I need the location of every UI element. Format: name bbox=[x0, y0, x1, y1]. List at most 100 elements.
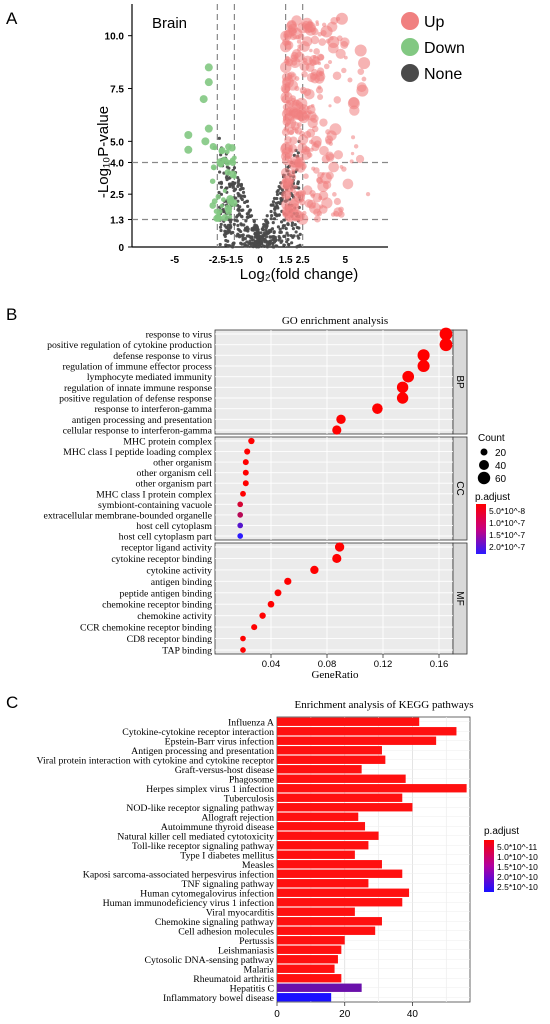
point-up bbox=[295, 190, 305, 200]
kegg-padj-legend: p.adjust 5.0*10^-11 1.0*10^-10 1.5*10^-1… bbox=[484, 826, 538, 892]
point-up bbox=[297, 22, 309, 34]
point-up bbox=[347, 97, 360, 110]
point-none bbox=[276, 225, 281, 229]
point-none bbox=[272, 196, 277, 201]
point-up bbox=[301, 70, 308, 78]
go-dot bbox=[242, 469, 249, 476]
point-down bbox=[201, 137, 210, 146]
point-down bbox=[210, 164, 217, 171]
point-up bbox=[325, 151, 335, 161]
point-up bbox=[321, 171, 325, 176]
point-none bbox=[290, 221, 295, 225]
point-none bbox=[234, 196, 238, 200]
go-term-label: lymphocyte mediated immunity bbox=[87, 372, 212, 383]
point-none bbox=[236, 208, 240, 212]
kegg-bar bbox=[277, 983, 362, 992]
go-padj-legend-title: p.adjust bbox=[475, 492, 510, 503]
point-none bbox=[277, 235, 281, 239]
point-up bbox=[338, 206, 344, 213]
kegg-category-label: Type I diabetes mellitus bbox=[180, 850, 274, 861]
point-none bbox=[251, 245, 255, 249]
point-none bbox=[232, 181, 236, 185]
point-up bbox=[285, 99, 290, 104]
point-none bbox=[277, 238, 281, 242]
go-dot bbox=[248, 437, 255, 445]
point-up bbox=[358, 57, 371, 70]
count-legend-40: 40 bbox=[495, 461, 507, 472]
point-up bbox=[318, 54, 325, 61]
point-up bbox=[307, 117, 318, 129]
legend-none-marker bbox=[401, 64, 419, 82]
kegg-bar bbox=[277, 841, 369, 850]
go-term-label: response to interferon-gamma bbox=[94, 404, 212, 415]
point-none bbox=[223, 234, 227, 239]
point-none bbox=[275, 205, 279, 209]
point-up bbox=[280, 167, 292, 178]
point-none bbox=[239, 194, 244, 198]
x-tick-label: 0 bbox=[257, 255, 263, 266]
point-none bbox=[239, 233, 243, 238]
point-up bbox=[309, 48, 313, 53]
x-tick-label: 2.5 bbox=[296, 255, 310, 266]
go-dot bbox=[439, 327, 453, 341]
point-none bbox=[218, 242, 222, 247]
point-up bbox=[343, 55, 348, 60]
point-none bbox=[256, 239, 260, 243]
kegg-category-label: Herpes simplex virus 1 infection bbox=[146, 784, 274, 795]
point-none bbox=[285, 231, 289, 235]
volcano-y-label: -Log₁₀P-value bbox=[95, 106, 112, 198]
kegg-title: Enrichment analysis of KEGG pathways bbox=[294, 699, 473, 711]
x-tick-label: 5 bbox=[343, 255, 349, 266]
point-none bbox=[269, 228, 273, 232]
point-up bbox=[319, 145, 329, 156]
point-up bbox=[335, 48, 346, 59]
kegg-bar bbox=[277, 793, 403, 802]
kegg-bar bbox=[277, 746, 382, 755]
kegg-bar bbox=[277, 803, 413, 812]
point-none bbox=[282, 224, 286, 228]
point-up bbox=[288, 28, 293, 33]
y-tick-label: 10.0 bbox=[105, 32, 125, 43]
point-up bbox=[342, 178, 354, 190]
point-up bbox=[353, 144, 359, 149]
go-dot bbox=[237, 522, 244, 529]
point-down bbox=[214, 213, 222, 221]
kegg-category-label: Influenza A bbox=[228, 717, 274, 728]
go-term-label: MHC class I peptide loading complex bbox=[63, 447, 212, 458]
legend-none-label: None bbox=[424, 66, 462, 83]
point-up bbox=[296, 39, 302, 44]
point-none bbox=[270, 203, 274, 207]
point-none bbox=[236, 223, 240, 228]
point-up bbox=[310, 73, 320, 84]
point-down bbox=[221, 156, 227, 162]
kegg-category-label: Chemokine signaling pathway bbox=[155, 917, 274, 928]
point-up bbox=[299, 61, 310, 72]
legend-down-label: Down bbox=[424, 40, 465, 57]
point-down bbox=[228, 159, 233, 164]
point-none bbox=[294, 230, 298, 234]
point-up bbox=[288, 169, 296, 177]
point-none bbox=[264, 228, 268, 232]
kegg-category-label: Phagosome bbox=[229, 774, 275, 785]
point-none bbox=[264, 225, 269, 230]
point-none bbox=[229, 225, 233, 229]
volcano-title: Brain bbox=[152, 15, 187, 32]
point-none bbox=[235, 213, 240, 218]
point-up bbox=[333, 150, 344, 160]
panel-label-b: B bbox=[6, 305, 17, 324]
point-none bbox=[241, 208, 245, 212]
go-term-label: peptide antigen binding bbox=[119, 588, 212, 599]
point-none bbox=[232, 189, 236, 193]
point-down bbox=[218, 147, 226, 154]
point-up bbox=[298, 102, 304, 107]
kegg-category-label: NOD-like receptor signaling pathway bbox=[126, 803, 274, 814]
point-none bbox=[246, 204, 250, 208]
go-term-label: antigen binding bbox=[151, 577, 212, 588]
point-none bbox=[275, 192, 280, 197]
go-term-label: response to virus bbox=[146, 330, 213, 341]
point-none bbox=[242, 194, 247, 199]
kegg-bar bbox=[277, 860, 382, 869]
point-up bbox=[312, 192, 323, 203]
x-tick-label: 1.5 bbox=[279, 255, 293, 266]
